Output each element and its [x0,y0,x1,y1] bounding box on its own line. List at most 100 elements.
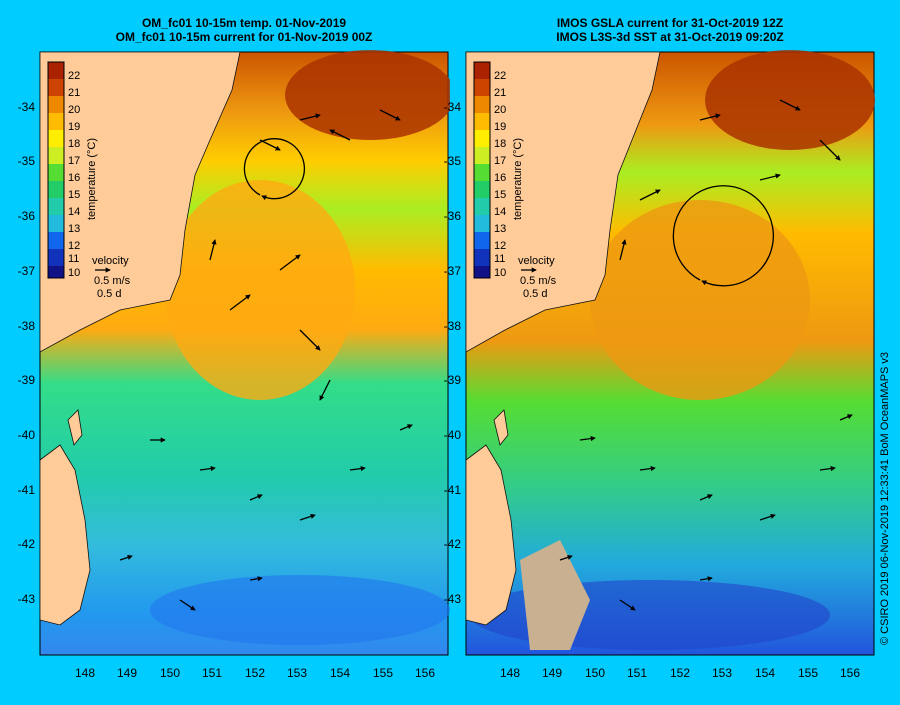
left-map-panel: 22 21 20 19 18 17 16 15 14 13 12 11 10 t… [18,50,455,680]
right-x-tick: 148 [500,666,520,680]
right-colorbar-ticks: 22 21 20 19 18 17 16 15 14 13 12 11 10 [494,70,506,279]
warm-eddy-center [165,180,355,400]
right-y-tick: -34 [444,100,462,114]
cold-patch-south [150,575,450,645]
left-velocity-time: 0.5 d [97,288,121,300]
left-cb-tick: 19 [68,121,80,133]
right-y-tick: -37 [444,264,462,278]
left-title-line1: OM_fc01 10-15m temp. 01-Nov-2019 [141,16,347,30]
left-land-island [67,409,83,446]
right-x-tick: 151 [627,666,647,680]
right-y-tick: -41 [444,483,462,497]
right-land-tasmania [465,444,517,626]
left-map-svg: 22 21 20 19 18 17 16 15 14 13 12 11 10 t… [18,50,455,680]
left-x-tick: 153 [287,666,307,680]
right-y-tick: -35 [444,154,462,168]
left-velocity-scale: 0.5 m/s [94,275,131,287]
right-x-tick: 149 [542,666,562,680]
left-panel-title: OM_fc01 10-15m temp. 01-Nov-2019 OM_fc01… [40,16,448,44]
right-land-island [493,409,509,446]
credit-text: © CSIRO 2019 06-Nov-2019 12:33:41 BoM Oc… [879,351,891,645]
right-y-axis: -34 -35 -36 -37 -38 -39 -40 -41 -42 -43 [444,100,462,606]
left-y-axis: -34 -35 -36 -37 -38 -39 -40 -41 -42 -43 [18,100,36,606]
right-x-tick: 152 [670,666,690,680]
right-cb-tick: 16 [494,172,506,184]
right-colorbar-label: temperature (°C) [512,138,524,220]
right-cb-tick: 20 [494,104,506,116]
left-x-axis: 148 149 150 151 152 153 154 155 156 [75,666,435,680]
right-cb-tick: 21 [494,87,506,99]
right-cb-tick: 17 [494,155,506,167]
left-cb-tick: 22 [68,70,80,82]
left-x-tick: 148 [75,666,95,680]
right-cb-tick: 18 [494,138,506,150]
left-cb-tick: 15 [68,189,80,201]
left-velocity-label: velocity [92,255,129,267]
right-y-tick: -36 [444,209,462,223]
left-velocity-arrows [119,109,413,611]
right-panel-title: IMOS GSLA current for 31-Oct-2019 12Z IM… [466,16,874,44]
left-y-tick: -43 [18,592,36,606]
left-y-tick: -40 [18,428,36,442]
left-cb-tick: 16 [68,172,80,184]
left-x-tick: 150 [160,666,180,680]
left-x-tick: 156 [415,666,435,680]
right-warm-eddy-center [590,200,810,400]
warm-eddy-north [285,50,455,140]
left-x-tick: 151 [202,666,222,680]
right-y-tick: -40 [444,428,462,442]
right-x-tick: 156 [840,666,860,680]
left-cb-tick: 20 [68,104,80,116]
right-title-line1: IMOS GSLA current for 31-Oct-2019 12Z [556,16,784,30]
right-x-tick: 154 [755,666,775,680]
left-colorbar-ticks: 22 21 20 19 18 17 16 15 14 13 12 11 10 [68,70,80,279]
right-colorbar [473,61,491,279]
left-cb-tick: 10 [68,267,80,279]
left-cb-tick: 14 [68,206,80,218]
left-y-tick: -42 [18,537,36,551]
left-cb-tick: 12 [68,240,80,252]
right-velocity-scale: 0.5 m/s [520,275,557,287]
right-y-tick: -38 [444,319,462,333]
left-y-tick: -36 [18,209,36,223]
left-x-tick: 154 [330,666,350,680]
right-cb-tick: 19 [494,121,506,133]
left-y-tick: -35 [18,154,36,168]
right-cb-tick: 14 [494,206,506,218]
right-map-svg: 22 21 20 19 18 17 16 15 14 13 12 11 10 t… [444,50,875,680]
left-cb-tick: 18 [68,138,80,150]
right-cb-tick: 12 [494,240,506,252]
right-land-mainland [465,51,661,353]
left-x-tick: 155 [373,666,393,680]
right-velocity-time: 0.5 d [523,288,547,300]
right-x-tick: 155 [798,666,818,680]
left-cb-tick: 21 [68,87,80,99]
right-x-tick: 150 [585,666,605,680]
right-x-tick: 153 [712,666,732,680]
left-land-mainland [39,51,241,353]
right-cb-tick: 11 [494,253,505,265]
left-title-line2: OM_fc01 10-15m current for 01-Nov-2019 0… [115,30,373,44]
left-y-tick: -38 [18,319,36,333]
left-x-tick: 152 [245,666,265,680]
left-cb-tick: 13 [68,223,80,235]
left-y-tick: -39 [18,373,36,387]
left-colorbar [47,61,65,279]
right-x-axis: 148 149 150 151 152 153 154 155 156 [500,666,860,680]
right-y-tick: -39 [444,373,462,387]
left-land-tasmania [39,444,91,626]
right-cb-tick: 13 [494,223,506,235]
right-cb-tick: 15 [494,189,506,201]
right-warm-eddy-north [705,50,875,150]
left-y-tick: -37 [18,264,36,278]
right-cb-tick: 10 [494,267,506,279]
left-y-tick: -34 [18,100,36,114]
right-y-tick: -43 [444,592,462,606]
left-y-tick: -41 [18,483,36,497]
right-y-tick: -42 [444,537,462,551]
right-velocity-arrows [559,99,853,611]
left-colorbar-label: temperature (°C) [86,138,98,220]
right-cb-tick: 22 [494,70,506,82]
right-title-line2: IMOS L3S-3d SST at 31-Oct-2019 09:20Z [556,30,784,44]
left-cb-tick: 17 [68,155,80,167]
